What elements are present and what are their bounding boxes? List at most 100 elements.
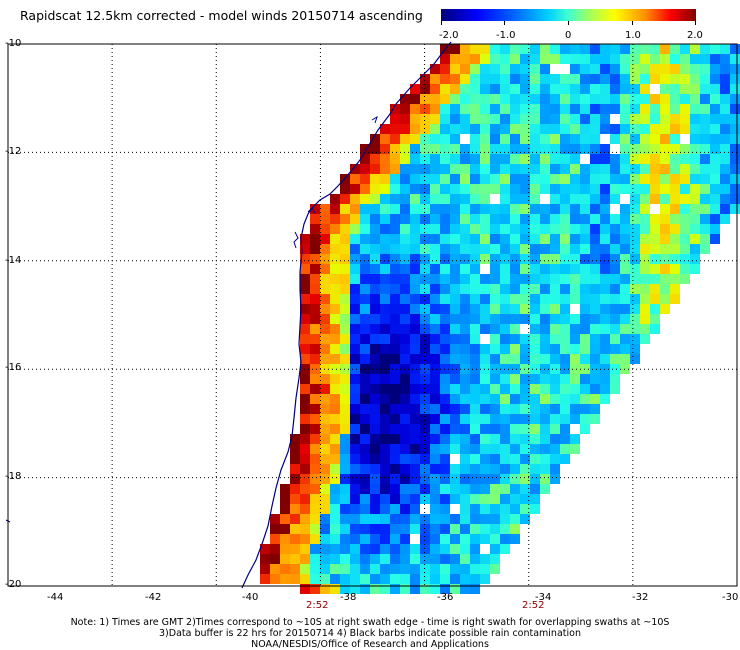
wind-cell <box>460 384 470 394</box>
wind-cell <box>340 374 350 384</box>
wind-cell <box>310 394 320 404</box>
wind-cell <box>450 554 460 564</box>
wind-cell <box>700 144 710 154</box>
wind-cell <box>580 194 590 204</box>
wind-cell <box>540 74 550 84</box>
wind-cell <box>410 394 420 404</box>
wind-cell <box>650 184 660 194</box>
wind-cell <box>470 384 480 394</box>
wind-cell <box>540 414 550 424</box>
wind-cell <box>650 134 660 144</box>
wind-cell <box>270 574 280 584</box>
wind-cell <box>390 234 400 244</box>
wind-cell <box>620 324 630 334</box>
wind-cell <box>460 474 470 484</box>
wind-cell <box>260 554 270 564</box>
wind-cell <box>410 374 420 384</box>
wind-cell <box>620 94 630 104</box>
wind-cell <box>610 44 620 54</box>
wind-cell <box>580 64 590 74</box>
lat-label: -20 <box>5 579 22 590</box>
wind-cell <box>310 254 320 264</box>
wind-cell <box>650 94 660 104</box>
wind-cell <box>730 94 740 104</box>
wind-cell <box>730 194 740 204</box>
wind-cell <box>360 144 370 154</box>
wind-cell <box>340 394 350 404</box>
wind-cell <box>350 274 360 284</box>
wind-cell <box>390 134 400 144</box>
wind-cell <box>580 234 590 244</box>
wind-cell <box>630 134 640 144</box>
wind-cell <box>450 234 460 244</box>
wind-cell <box>360 554 370 564</box>
wind-cell <box>520 94 530 104</box>
wind-cell <box>410 304 420 314</box>
wind-cell <box>500 354 510 364</box>
wind-cell <box>350 354 360 364</box>
wind-cell <box>540 484 550 494</box>
wind-cell <box>400 394 410 404</box>
wind-cell <box>380 564 390 574</box>
wind-cell <box>330 494 340 504</box>
wind-cell <box>590 224 600 234</box>
wind-cell <box>540 144 550 154</box>
wind-cell <box>540 234 550 244</box>
wind-cell <box>640 194 650 204</box>
wind-cell <box>500 374 510 384</box>
wind-cell <box>460 304 470 314</box>
wind-cell <box>350 364 360 374</box>
wind-cell <box>340 514 350 524</box>
wind-cell <box>670 114 680 124</box>
wind-cell <box>640 264 650 274</box>
wind-cell <box>480 294 490 304</box>
wind-cell <box>550 54 560 64</box>
wind-cell <box>540 164 550 174</box>
wind-cell <box>530 424 540 434</box>
wind-cell <box>560 304 570 314</box>
wind-cell <box>450 514 460 524</box>
wind-cell <box>600 264 610 274</box>
wind-cell <box>450 124 460 134</box>
wind-cell <box>440 254 450 264</box>
wind-cell <box>440 404 450 414</box>
wind-cell <box>590 84 600 94</box>
wind-cell <box>580 384 590 394</box>
wind-cell <box>570 294 580 304</box>
wind-cell <box>510 314 520 324</box>
wind-cell <box>320 574 330 584</box>
wind-cell <box>550 354 560 364</box>
wind-cell <box>490 474 500 484</box>
wind-cell <box>360 454 370 464</box>
wind-cell <box>480 104 490 114</box>
wind-cell <box>650 44 660 54</box>
wind-cell <box>340 384 350 394</box>
wind-cell <box>360 344 370 354</box>
wind-cell <box>430 554 440 564</box>
wind-cell <box>660 164 670 174</box>
wind-cell <box>700 104 710 114</box>
wind-cell <box>270 534 280 544</box>
wind-cell <box>620 104 630 114</box>
wind-cell <box>670 74 680 84</box>
colorbar-tickmark <box>504 21 505 25</box>
wind-cell <box>400 184 410 194</box>
wind-cell <box>510 54 520 64</box>
wind-cell <box>290 444 300 454</box>
wind-cell <box>540 394 550 404</box>
wind-cell <box>490 254 500 264</box>
wind-cell <box>580 344 590 354</box>
wind-cell <box>580 324 590 334</box>
wind-cell <box>320 424 330 434</box>
wind-cell <box>380 284 390 294</box>
wind-cell <box>380 514 390 524</box>
wind-cell <box>600 124 610 134</box>
wind-cell <box>350 444 360 454</box>
wind-cell <box>380 484 390 494</box>
wind-cell <box>630 44 640 54</box>
wind-cell <box>410 94 420 104</box>
wind-cell <box>490 64 500 74</box>
wind-cell <box>730 84 740 94</box>
wind-cell <box>480 194 490 204</box>
wind-cell <box>730 164 740 174</box>
